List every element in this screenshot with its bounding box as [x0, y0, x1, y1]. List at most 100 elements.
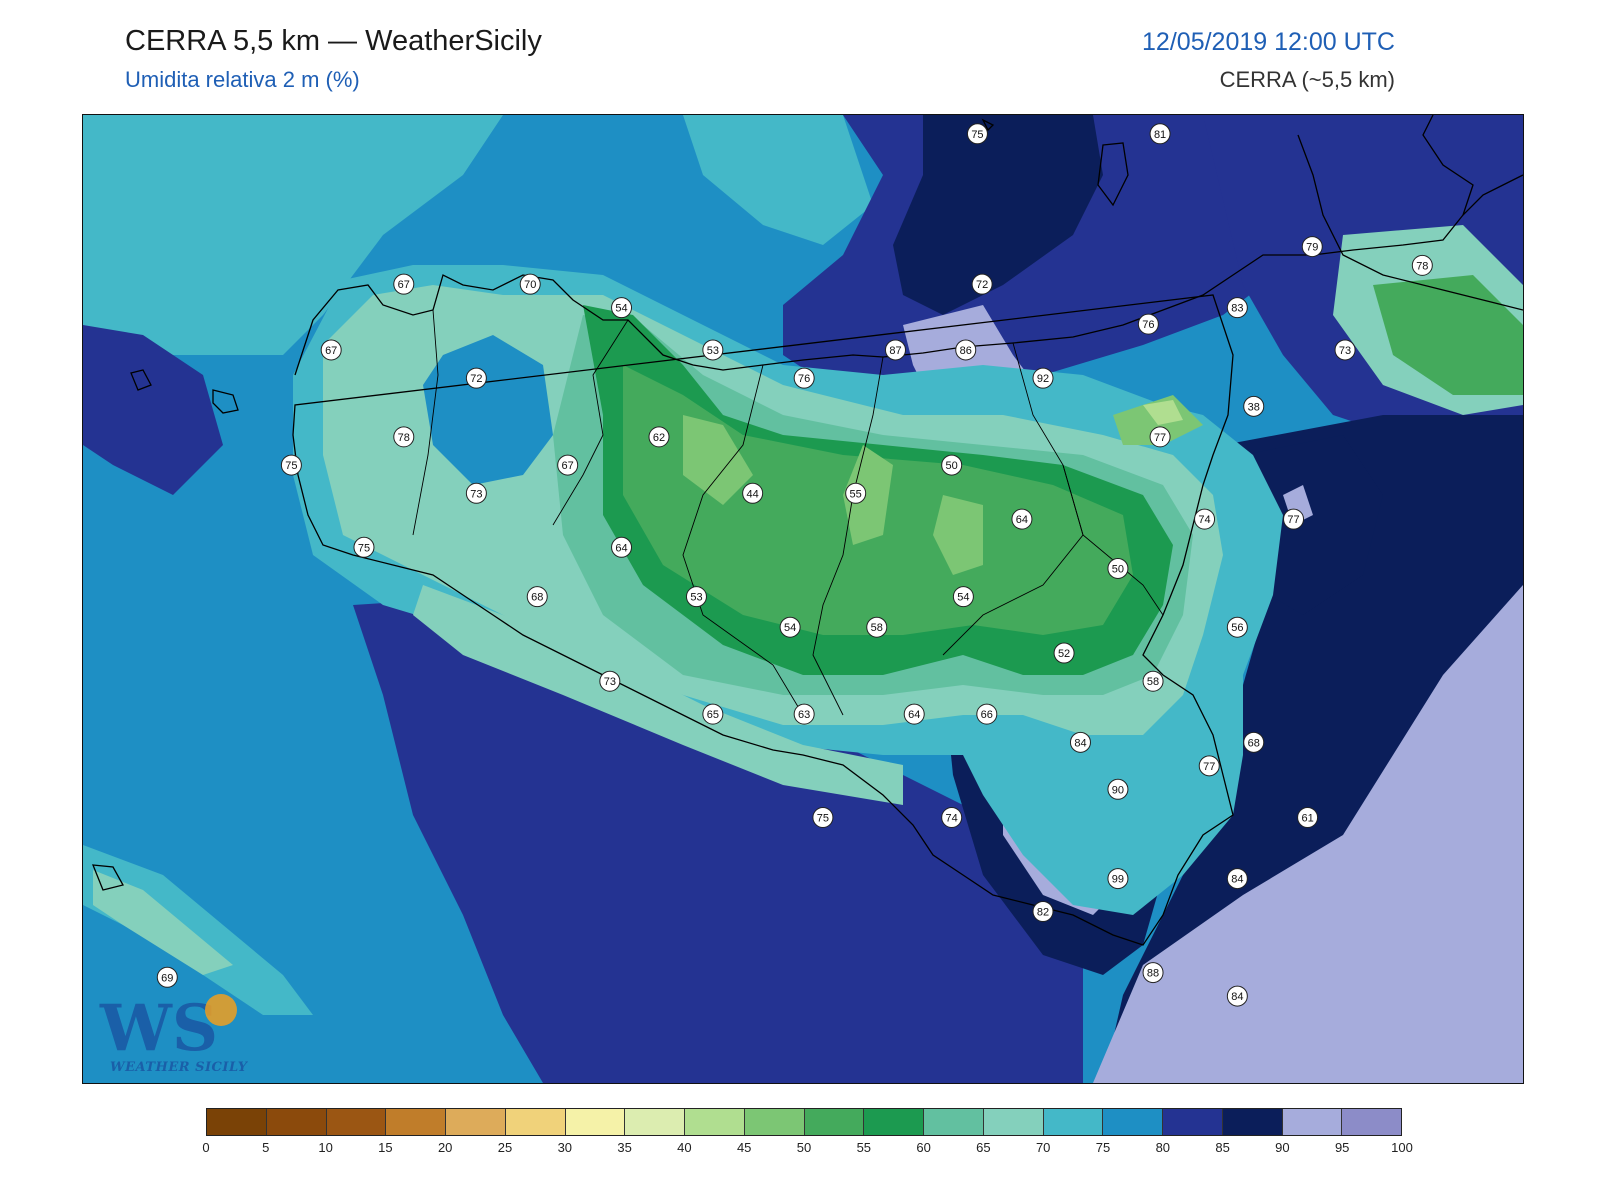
station-marker: 82: [1032, 900, 1054, 922]
station-marker: 77: [1283, 508, 1305, 530]
station-marker: 50: [941, 454, 963, 476]
colorbar-swatch: [505, 1109, 566, 1135]
station-marker: 61: [1297, 807, 1319, 829]
station-value: 90: [1112, 784, 1124, 796]
colorbar-swatch: [804, 1109, 865, 1135]
colorbar-tick-label: 40: [677, 1140, 692, 1155]
map-title: CERRA 5,5 km — WeatherSicily: [125, 25, 542, 57]
station-value: 58: [1147, 676, 1159, 688]
colorbar-swatch: [1043, 1109, 1104, 1135]
station-value: 64: [1016, 514, 1028, 526]
colorbar-swatch: [565, 1109, 626, 1135]
land-field-layer: [293, 265, 1283, 915]
station-value: 67: [398, 279, 410, 291]
station-marker: 84: [1069, 731, 1091, 753]
station-value: 54: [784, 622, 796, 634]
colorbar-tick-label: 65: [976, 1140, 991, 1155]
station-value: 75: [817, 813, 829, 825]
colorbar-swatch: [386, 1109, 446, 1135]
station-value: 65: [707, 709, 719, 721]
station-value: 76: [1142, 319, 1154, 331]
station-value: 72: [470, 373, 482, 385]
colorbar-tick-label: 80: [1155, 1140, 1171, 1155]
station-marker: 73: [599, 670, 621, 692]
station-marker: 99: [1107, 868, 1129, 890]
station-value: 92: [1037, 373, 1049, 385]
colorbar-tick-label: 0: [202, 1140, 210, 1155]
station-value: 73: [470, 488, 482, 500]
station-marker: 68: [526, 586, 548, 608]
station-marker: 81: [1149, 123, 1171, 145]
colorbar-tick-label: 5: [262, 1140, 270, 1155]
colorbar-ticks: 0 5 10 15 20 25 30 35 40 45 50 55 60 65 70 75 80 85 90 95 10…: [202, 1138, 1412, 1158]
station-marker: 84: [1226, 868, 1248, 890]
station-marker: 54: [611, 297, 633, 319]
station-value: 50: [1112, 563, 1124, 575]
station-value: 54: [615, 303, 627, 315]
station-marker: 38: [1243, 395, 1265, 417]
station-marker: 70: [519, 273, 541, 295]
station-value: 87: [889, 345, 901, 357]
colorbar-tick-label: 95: [1334, 1140, 1350, 1155]
station-value: 56: [1231, 622, 1243, 634]
station-value: 78: [1416, 260, 1428, 272]
colorbar-swatch: [1282, 1109, 1343, 1135]
station-value: 84: [1231, 874, 1243, 886]
station-value: 75: [358, 542, 370, 554]
station-marker: 52: [1053, 642, 1075, 664]
station-marker: 65: [702, 703, 724, 725]
station-value: 78: [398, 432, 410, 444]
station-value: 52: [1058, 648, 1070, 660]
colorbar-swatch: [446, 1109, 506, 1135]
station-value: 81: [1154, 129, 1166, 141]
station-marker: 77: [1149, 426, 1171, 448]
station-marker: 67: [393, 273, 415, 295]
station-marker: 50: [1107, 557, 1129, 579]
station-value: 84: [1074, 737, 1086, 749]
station-value: 75: [971, 129, 983, 141]
station-value: 67: [562, 460, 574, 472]
colorbar-tick-label: 75: [1095, 1140, 1111, 1155]
station-marker: 72: [465, 367, 487, 389]
station-marker: 55: [845, 482, 867, 504]
station-marker: 74: [941, 807, 963, 829]
station-value: 38: [1248, 401, 1260, 413]
station-value: 61: [1301, 813, 1313, 825]
station-value: 75: [285, 460, 297, 472]
station-value: 72: [976, 279, 988, 291]
colorbar-swatch: [1163, 1109, 1223, 1135]
station-marker: 87: [884, 339, 906, 361]
colorbar-tick-label: 90: [1275, 1140, 1290, 1155]
station-marker: 64: [611, 536, 633, 558]
station-marker: 67: [320, 339, 342, 361]
station-marker: 76: [793, 367, 815, 389]
station-marker: 64: [903, 703, 925, 725]
station-marker: 73: [465, 482, 487, 504]
station-marker: 84: [1226, 985, 1248, 1007]
colorbar-swatch: [326, 1109, 387, 1135]
station-value: 77: [1287, 514, 1299, 526]
station-marker: 86: [955, 339, 977, 361]
station-marker: 76: [1137, 313, 1159, 335]
station-marker: 92: [1032, 367, 1054, 389]
station-value: 69: [161, 972, 173, 984]
station-value: 99: [1112, 874, 1124, 886]
station-marker: 75: [812, 807, 834, 829]
station-marker: 83: [1226, 297, 1248, 319]
variable-subtitle: Umidita relativa 2 m (%): [125, 67, 360, 92]
station-value: 73: [1339, 345, 1351, 357]
station-marker: 44: [742, 482, 764, 504]
station-marker: 53: [702, 339, 724, 361]
station-value: 68: [1248, 737, 1260, 749]
station-marker: 67: [557, 454, 579, 476]
station-marker: 75: [353, 536, 375, 558]
station-value: 67: [325, 345, 337, 357]
station-value: 64: [908, 709, 920, 721]
station-marker: 74: [1194, 508, 1216, 530]
colorbar-swatch: [207, 1109, 267, 1135]
colorbar-tick-label: 25: [497, 1140, 513, 1155]
colorbar-swatch: [864, 1109, 924, 1135]
station-marker: 58: [1142, 670, 1164, 692]
station-marker: 88: [1142, 962, 1164, 984]
station-value: 64: [615, 542, 627, 554]
